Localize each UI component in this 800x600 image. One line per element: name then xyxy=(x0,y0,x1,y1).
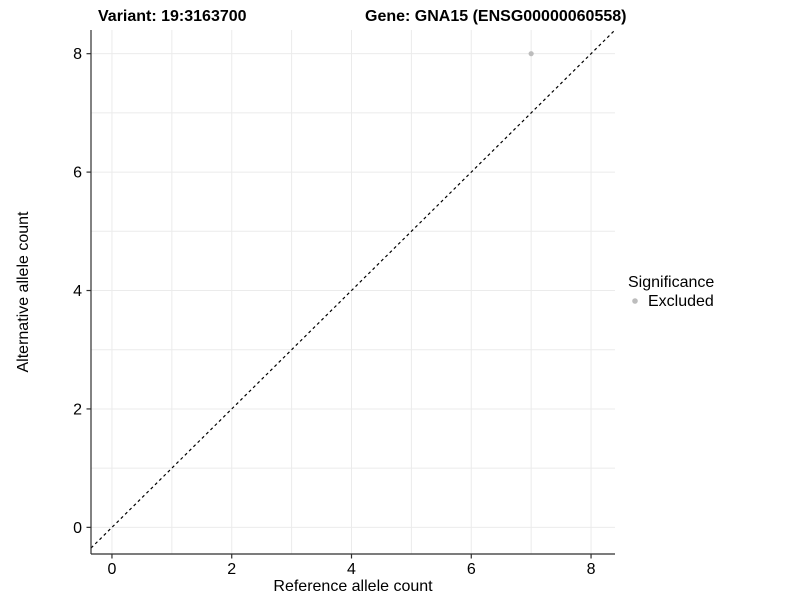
x-tick-label: 0 xyxy=(108,561,117,578)
identity-reference-line xyxy=(90,29,616,549)
legend-key-excluded-dot-icon xyxy=(632,298,638,304)
x-tick-label: 4 xyxy=(347,561,356,578)
axes xyxy=(90,30,615,555)
y-tick-label: 4 xyxy=(73,283,82,300)
legend-item-excluded: Excluded xyxy=(648,293,714,310)
legend-title: Significance xyxy=(628,274,714,291)
legend: Significance Excluded xyxy=(628,274,714,310)
y-tick-label: 8 xyxy=(73,46,82,63)
x-axis-title: Reference allele count xyxy=(273,578,433,595)
x-tick-label: 8 xyxy=(587,561,596,578)
y-tick-label: 0 xyxy=(73,520,82,537)
y-tick-label: 2 xyxy=(73,401,82,418)
gridlines xyxy=(91,30,615,554)
y-axis-title: Alternative allele count xyxy=(15,211,32,373)
x-tick-label: 2 xyxy=(227,561,236,578)
identity-line xyxy=(90,29,616,549)
plot-title-gene: Gene: GNA15 (ENSG00000060558) xyxy=(365,8,626,25)
y-tick-label: 6 xyxy=(73,165,82,182)
x-tick-label: 6 xyxy=(467,561,476,578)
axis-ticks: 0 2 4 6 8 0 2 4 6 8 xyxy=(73,46,595,578)
data-point-excluded xyxy=(528,51,534,57)
plot-title-variant: Variant: 19:3163700 xyxy=(98,8,247,25)
data-points xyxy=(528,51,534,57)
